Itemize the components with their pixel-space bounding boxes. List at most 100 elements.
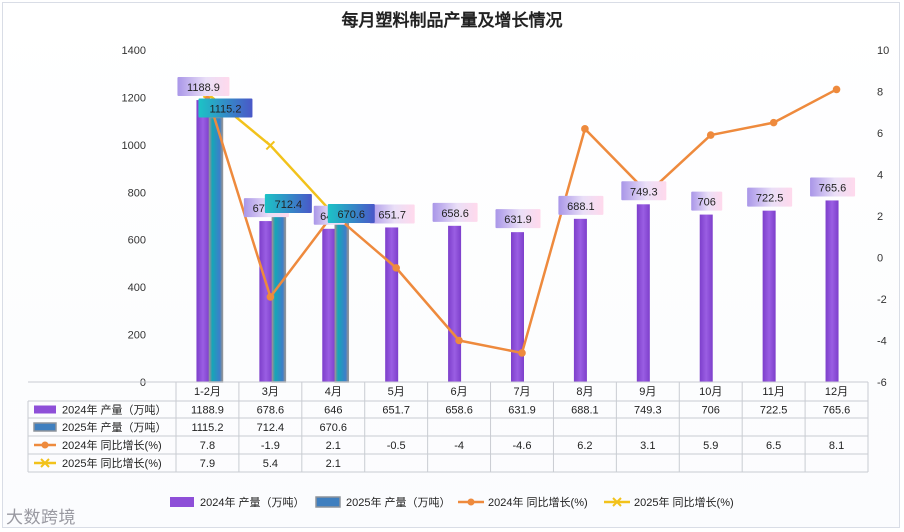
category-label: 3月 — [262, 386, 279, 398]
table-cell: 749.3 — [634, 405, 662, 417]
data-label: 722.5 — [747, 187, 793, 207]
category-label: 11月 — [762, 386, 784, 398]
data-label-text: 658.6 — [441, 208, 469, 220]
right-axis-tick-label: 2 — [877, 211, 883, 223]
category-label: 6月 — [451, 386, 468, 398]
bar-2024 — [259, 221, 273, 382]
left-axis-tick-label: 600 — [128, 235, 146, 247]
category-label: 10月 — [699, 386, 722, 398]
bar-2025 — [271, 212, 287, 383]
bars-layer — [196, 100, 839, 383]
table-cell: 7.8 — [200, 440, 215, 452]
table-cell: 6.2 — [577, 440, 592, 452]
data-label-text: 1115.2 — [209, 104, 241, 116]
left-axis-tick-label: 1000 — [122, 140, 146, 152]
data-label: 658.6 — [432, 202, 478, 222]
right-axis-tick-label: -4 — [877, 336, 887, 348]
bar-2025 — [334, 222, 350, 383]
right-axis-tick-label: 6 — [877, 128, 883, 140]
category-label: 9月 — [639, 386, 656, 398]
data-label-text: 749.3 — [630, 186, 658, 198]
table-cell: 688.1 — [571, 405, 599, 417]
right-axis-tick-label: 4 — [877, 170, 883, 182]
table-cell: 1188.9 — [191, 405, 224, 417]
bar-2024 — [196, 100, 210, 383]
category-label: 8月 — [576, 386, 593, 398]
legend-swatch-2025-growth-marker — [612, 497, 622, 507]
data-label-box — [810, 177, 856, 197]
table-cell: 706 — [702, 405, 720, 417]
data-label: 712.4 — [264, 194, 312, 214]
data-label-text: 670.6 — [338, 209, 366, 221]
line-point-2024-growth — [518, 349, 526, 357]
data-label-text: 765.6 — [819, 182, 847, 194]
bar-2024 — [322, 228, 336, 382]
data-label-box — [327, 203, 375, 223]
data-label-text: 651.7 — [378, 209, 406, 221]
table-row-header: 2024年 同比增长(%) — [62, 438, 162, 452]
table-key-2025-production — [33, 422, 57, 432]
data-label-text: 712.4 — [275, 199, 303, 211]
line-point-2024-growth — [832, 85, 841, 94]
data-label-box — [369, 204, 415, 224]
category-label: 5月 — [388, 386, 405, 398]
table-row-header: 2025年 同比增长(%) — [62, 456, 162, 470]
data-label-box — [264, 194, 312, 214]
table-cell: 646 — [324, 405, 342, 417]
table-cell: 631.9 — [508, 405, 536, 417]
bar-2024 — [385, 227, 399, 382]
line-point-2024-growth — [266, 293, 275, 301]
left-axis-tick-label: 0 — [140, 377, 146, 389]
axes: 0 200 400 600 800 1000 1200 1400 -6 -4 -2 0 2 4 6 8 10 — [122, 45, 890, 389]
bar-2024 — [762, 210, 776, 382]
line-point-2025-growth — [265, 140, 276, 151]
line-point-2024-growth — [581, 125, 589, 133]
line-point-2024-growth — [455, 336, 463, 345]
table-cell: 658.6 — [445, 405, 473, 417]
right-axis-tick-label: -2 — [877, 294, 887, 306]
table-cell: 5.4 — [263, 458, 278, 470]
data-label: 749.3 — [621, 181, 667, 201]
legend-swatch-2024-growth-marker — [467, 498, 475, 506]
table-cell: -4.6 — [513, 440, 532, 452]
data-label: 688.1 — [558, 195, 604, 215]
data-label-text: 1188.9 — [187, 82, 220, 94]
table-cell: 8.1 — [829, 440, 844, 452]
data-table: 1-2月 3月 4月 5月 6月 7月 8月 9月 10月 11月 12月 2024年 产量（万吨） 1… — [27, 381, 869, 473]
table-cell: 765.6 — [823, 405, 851, 417]
data-label-box — [432, 202, 478, 222]
left-axis-tick-label: 200 — [128, 330, 146, 342]
line-point-2024-growth — [706, 131, 715, 139]
data-label-box — [495, 209, 541, 229]
category-label: 4月 — [325, 386, 342, 398]
left-axis-tick-label: 1400 — [122, 45, 146, 57]
left-axis-tick-label: 1200 — [122, 92, 146, 104]
table-cell: 3.1 — [640, 440, 655, 452]
right-axis-tick-label: 10 — [877, 45, 889, 57]
table-key-2025-growth-marker — [40, 458, 50, 468]
left-axis-tick-label: 400 — [128, 282, 146, 294]
data-label-box — [198, 98, 253, 118]
data-label-box — [558, 195, 604, 215]
table-cell: -4 — [454, 440, 464, 452]
data-label: 651.7 — [369, 204, 415, 224]
table-cell: 5.9 — [703, 440, 718, 452]
data-label-box — [177, 77, 230, 97]
data-label: 670.6 — [327, 203, 375, 223]
bar-2024 — [511, 232, 524, 382]
data-label: 1188.9 — [177, 77, 230, 97]
data-label-text: 706 — [698, 197, 716, 209]
data-label-box — [747, 187, 793, 207]
data-label: 1115.2 — [198, 98, 253, 118]
table-cell: 7.9 — [200, 458, 215, 470]
legend-swatch-2025-production — [315, 496, 341, 508]
table-cell: 1115.2 — [191, 422, 223, 434]
legend: 2024年 产量（万吨） 2025年 产量（万吨） 2024年 同比增长(%) 202… — [170, 495, 734, 509]
watermark-text: 大数跨境 — [6, 508, 76, 528]
data-labels-layer: 1188.9678.6646651.7658.6631.9688.1749.37… — [177, 77, 856, 229]
data-label-text: 688.1 — [567, 201, 595, 213]
data-label-box — [691, 191, 723, 211]
right-axis-tick-label: 8 — [877, 87, 883, 99]
table-cell: 670.6 — [320, 422, 348, 434]
